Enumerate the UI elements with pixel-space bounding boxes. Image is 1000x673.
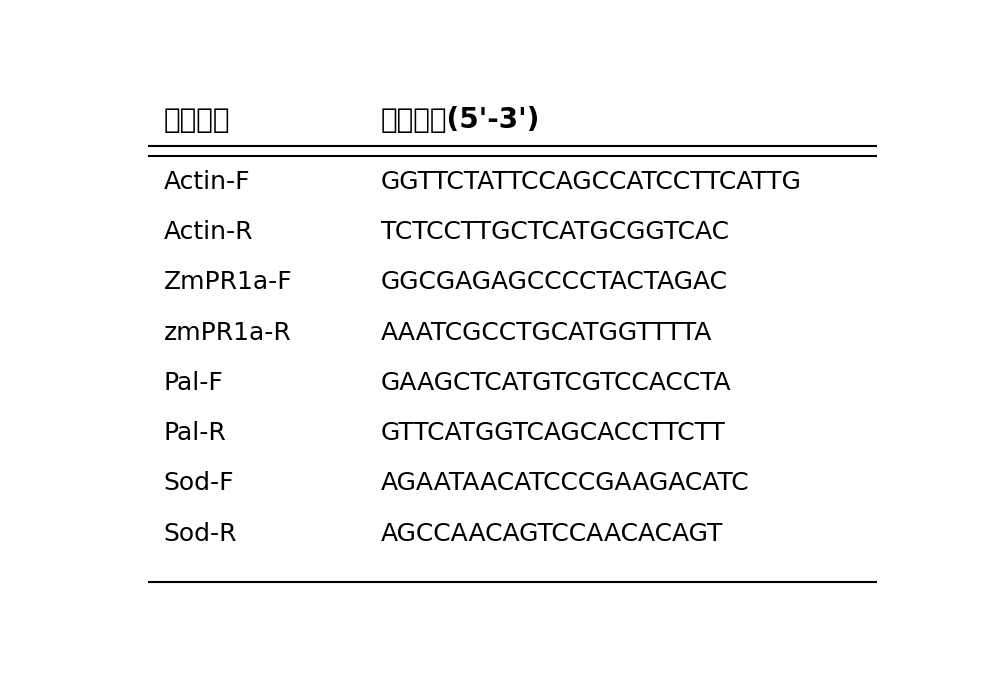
- Text: GAAGCTCATGTCGTCCACCTA: GAAGCTCATGTCGTCCACCTA: [381, 371, 731, 395]
- Text: Pal-F: Pal-F: [164, 371, 224, 395]
- Text: GGCGAGAGCCCCTACTAGAC: GGCGAGAGCCCCTACTAGAC: [381, 271, 728, 294]
- Text: GGTTCTATTCCAGCCATCCTTCATTG: GGTTCTATTCCAGCCATCCTTCATTG: [381, 170, 802, 194]
- Text: 引物序列(5'-3'): 引物序列(5'-3'): [381, 106, 540, 134]
- Text: Sod-R: Sod-R: [164, 522, 237, 546]
- Text: TCTCCTTGCTCATGCGGTCAC: TCTCCTTGCTCATGCGGTCAC: [381, 220, 729, 244]
- Text: AAATCGCCTGCATGGTTTTA: AAATCGCCTGCATGGTTTTA: [381, 320, 712, 345]
- Text: Pal-R: Pal-R: [164, 421, 226, 445]
- Text: AGCCAACAGTCCAACACAGT: AGCCAACAGTCCAACACAGT: [381, 522, 723, 546]
- Text: Actin-R: Actin-R: [164, 220, 253, 244]
- Text: GTTCATGGTCAGCACCTTCTT: GTTCATGGTCAGCACCTTCTT: [381, 421, 726, 445]
- Text: AGAATAACATCCCGAAGACATC: AGAATAACATCCCGAAGACATC: [381, 471, 749, 495]
- Text: 引物名称: 引物名称: [164, 106, 230, 134]
- Text: Actin-F: Actin-F: [164, 170, 250, 194]
- Text: zmPR1a-R: zmPR1a-R: [164, 320, 292, 345]
- Text: ZmPR1a-F: ZmPR1a-F: [164, 271, 292, 294]
- Text: Sod-F: Sod-F: [164, 471, 234, 495]
